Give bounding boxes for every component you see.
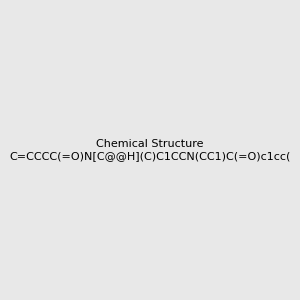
Text: Chemical Structure
C=CCCC(=O)N[C@@H](C)C1CCN(CC1)C(=O)c1cc(: Chemical Structure C=CCCC(=O)N[C@@H](C)C… [9, 139, 291, 161]
